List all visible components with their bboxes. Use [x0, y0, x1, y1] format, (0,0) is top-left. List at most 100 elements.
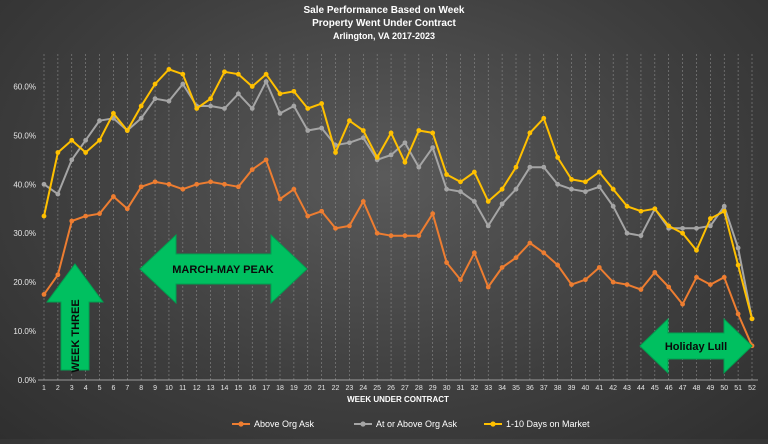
data-point — [694, 274, 699, 280]
x-tick-label: 20 — [304, 385, 312, 392]
data-point — [735, 245, 741, 251]
data-point — [277, 196, 283, 202]
data-point — [305, 213, 311, 219]
data-point — [707, 282, 713, 287]
data-point — [430, 211, 436, 217]
data-point — [638, 208, 644, 214]
data-point — [249, 84, 255, 89]
double-arrow-shape — [139, 233, 308, 305]
data-point — [444, 172, 449, 177]
series-line — [43, 158, 753, 347]
data-point — [513, 164, 519, 170]
x-tick-label: 1 — [42, 385, 46, 392]
data-point — [485, 284, 491, 290]
x-tick-label: 38 — [554, 385, 562, 392]
data-point — [610, 186, 616, 192]
data-point — [527, 130, 533, 136]
x-tick-label: 44 — [637, 385, 645, 392]
x-tick-label: 27 — [401, 385, 409, 392]
data-point — [138, 184, 144, 190]
data-point — [707, 216, 713, 221]
data-point — [166, 98, 172, 104]
data-point — [319, 125, 325, 131]
x-tick-label: 49 — [706, 385, 714, 392]
y-tick-label: 20.0% — [13, 278, 36, 287]
data-point — [735, 311, 741, 317]
x-tick-label: 36 — [526, 385, 534, 392]
data-point — [291, 186, 297, 192]
data-point — [388, 130, 394, 136]
series-above-org-ask — [41, 157, 755, 349]
data-point — [471, 250, 477, 256]
data-point — [596, 265, 602, 270]
x-tick-label: 24 — [359, 385, 367, 392]
data-point — [402, 233, 408, 239]
data-point — [83, 137, 89, 143]
data-point — [499, 186, 505, 192]
data-point — [388, 152, 394, 158]
legend-item: Above Org Ask — [232, 419, 315, 429]
data-point — [569, 282, 574, 287]
x-tick-label: 45 — [651, 385, 659, 392]
data-point — [444, 186, 449, 192]
x-tick-label: 6 — [111, 385, 115, 392]
data-point — [249, 167, 255, 173]
data-point — [263, 157, 269, 163]
legend-label: 1-10 Days on Market — [506, 419, 590, 429]
series-line — [43, 68, 753, 320]
data-point — [513, 186, 519, 192]
data-point — [360, 128, 366, 133]
data-point — [249, 106, 255, 111]
data-point — [721, 274, 727, 280]
x-tick-label: 32 — [470, 385, 478, 392]
data-point — [208, 103, 213, 109]
x-tick-label: 23 — [346, 385, 354, 392]
x-tick-label: 29 — [429, 385, 437, 392]
annotation-label: WEEK THREE — [70, 299, 82, 372]
annotation-label: MARCH-MAY PEAK — [172, 264, 274, 276]
series-1-10-days-on-market — [41, 66, 755, 322]
x-tick-label: 43 — [623, 385, 631, 392]
x-tick-label: 30 — [443, 385, 451, 392]
data-point — [124, 206, 130, 212]
x-tick-label: 12 — [193, 385, 201, 392]
data-point — [624, 230, 630, 236]
data-point — [166, 181, 172, 187]
x-tick-label: 37 — [540, 385, 548, 392]
data-point — [291, 88, 297, 94]
data-point — [347, 118, 352, 124]
data-point — [97, 118, 102, 124]
data-point — [458, 179, 463, 185]
data-point — [721, 208, 727, 214]
x-tick-label: 51 — [734, 385, 742, 392]
annotation-label: Holiday Lull — [665, 341, 727, 353]
chart-title-line-1: Sale Performance Based on Week — [304, 5, 465, 16]
y-tick-label: 10.0% — [13, 327, 36, 336]
x-tick-label: 15 — [234, 385, 242, 392]
data-point — [638, 233, 644, 239]
data-point — [222, 69, 227, 75]
data-point — [374, 230, 380, 236]
data-point — [527, 240, 533, 246]
data-point — [596, 184, 602, 190]
data-point — [527, 164, 533, 170]
data-point — [69, 157, 75, 163]
y-tick-label: 60.0% — [13, 82, 36, 91]
x-tick-label: 16 — [248, 385, 256, 392]
data-point — [388, 233, 394, 239]
data-point — [721, 203, 727, 209]
data-point — [138, 103, 144, 109]
y-axis: 0.0% 10.0% 20.0% 30.0% 40.0% 50.0% 60.0% — [13, 82, 36, 385]
data-point — [624, 282, 630, 287]
x-tick-label: 47 — [679, 385, 687, 392]
data-point — [166, 66, 172, 72]
data-point — [402, 140, 408, 146]
x-tick-label: 46 — [665, 385, 673, 392]
data-point — [430, 145, 436, 151]
legend-label: Above Org Ask — [254, 419, 315, 429]
data-point — [69, 137, 75, 143]
data-point — [680, 301, 685, 307]
x-tick-label: 2 — [56, 385, 60, 392]
annotation-march-may-peak: MARCH-MAY PEAK — [139, 233, 308, 305]
data-point — [208, 179, 213, 185]
